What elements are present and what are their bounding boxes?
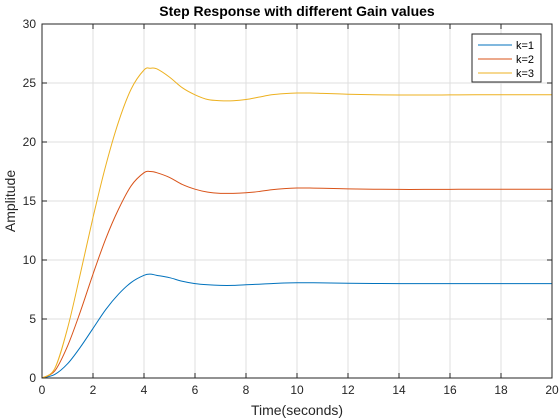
y-tick-label: 0 [29, 371, 36, 385]
y-tick-label: 30 [23, 17, 37, 31]
x-tick-label: 10 [290, 383, 304, 397]
x-tick-label: 14 [392, 383, 406, 397]
y-tick-label: 10 [23, 253, 37, 267]
chart-title: Step Response with different Gain values [159, 3, 435, 19]
legend[interactable]: k=1 k=2 k=3 [471, 33, 542, 83]
y-tick-label: 15 [23, 194, 37, 208]
y-tick-label: 5 [29, 312, 36, 326]
x-tick-label: 6 [192, 383, 199, 397]
y-tick-label: 25 [23, 76, 37, 90]
legend-label-k=3: k=3 [516, 68, 534, 80]
legend-box [471, 33, 542, 83]
series-lines [41, 67, 552, 379]
y-tick-label: 20 [23, 135, 37, 149]
series-line-k=3 [41, 67, 552, 379]
x-tick-label: 12 [341, 383, 355, 397]
legend-label-k=2: k=2 [516, 54, 534, 66]
legend-label-k=1: k=1 [516, 40, 534, 52]
x-tick-label: 2 [90, 383, 97, 397]
x-tick-label: 20 [545, 383, 559, 397]
series-line-k=2 [41, 170, 552, 379]
ticks: 0 2 4 6 8 10 12 14 16 18 20 0 5 10 15 20 25 30 [23, 17, 559, 397]
y-axis-label: Amplitude [2, 170, 18, 232]
x-tick-label: 4 [141, 383, 148, 397]
x-tick-label: 16 [443, 383, 457, 397]
x-tick-label: 18 [494, 383, 508, 397]
x-tick-label: 8 [243, 383, 250, 397]
series-line-k=1 [41, 273, 552, 379]
x-tick-label: 0 [39, 383, 46, 397]
x-axis-label: Time(seconds) [251, 402, 343, 418]
